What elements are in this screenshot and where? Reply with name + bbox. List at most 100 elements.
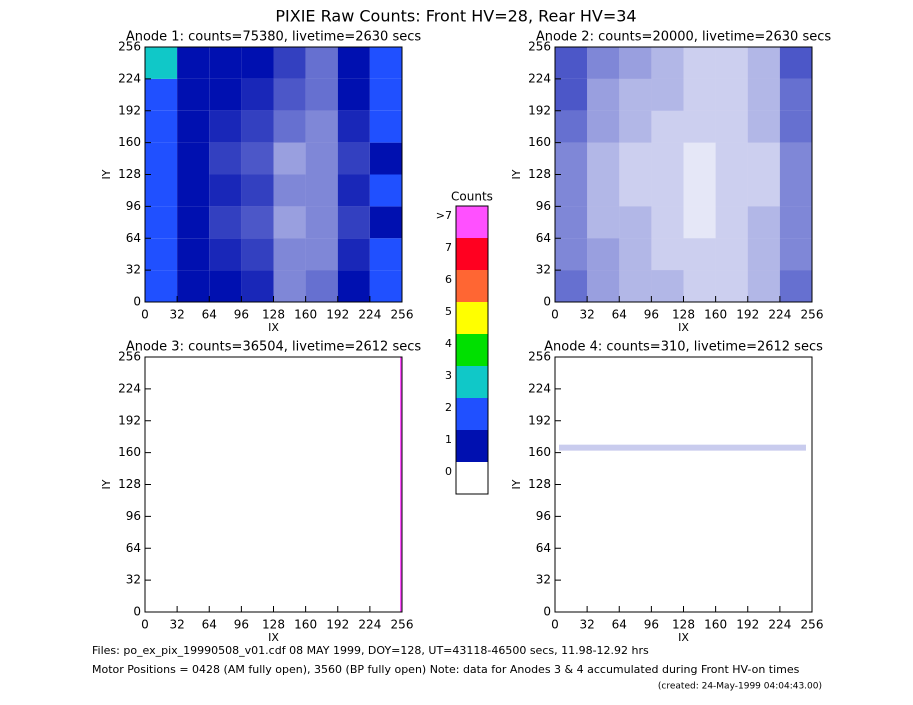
colorbar-label: 0 (445, 465, 452, 478)
heatmap-cell (619, 238, 652, 271)
heatmap-cell (177, 270, 210, 302)
heatmap-cell (587, 270, 620, 302)
y-tick-label: 128 (528, 167, 551, 181)
y-axis-label: IY (510, 169, 523, 179)
x-axis-label: IX (678, 631, 689, 644)
y-tick-label: 96 (126, 199, 141, 213)
heatmap-cell (555, 78, 588, 111)
panel-title: Anode 1: counts=75380, livetime=2630 sec… (126, 30, 422, 45)
heatmap-cell (369, 78, 402, 111)
heatmap-cell (305, 47, 338, 79)
heatmap-cell (555, 270, 588, 302)
y-tick-label: 64 (536, 541, 551, 555)
heatmap-cell (337, 142, 370, 175)
y-tick-label: 256 (118, 40, 141, 54)
heatmap-cell (559, 444, 806, 451)
heatmap-cell (683, 47, 716, 79)
heatmap-cell (399, 357, 402, 612)
heatmap-cell (273, 78, 306, 111)
heatmap-cell (273, 142, 306, 175)
heatmap-cell (337, 206, 370, 239)
heatmap-cell (555, 110, 588, 143)
colorbar-box (456, 270, 488, 302)
heatmap-cell (273, 238, 306, 271)
heatmap-cell (241, 47, 274, 79)
x-tick-label: 32 (169, 618, 184, 632)
heatmap-cell (715, 110, 748, 143)
heatmap-cell (305, 238, 338, 271)
heatmap-cell (337, 110, 370, 143)
heatmap-cell (683, 142, 716, 175)
x-tick-label: 192 (326, 308, 349, 322)
y-tick-label: 96 (536, 199, 551, 213)
heatmap-cell (209, 110, 242, 143)
panel-title: Anode 3: counts=36504, livetime=2612 sec… (126, 340, 422, 355)
heatmap-cell (806, 451, 812, 612)
x-tick-label: 192 (736, 308, 759, 322)
colorbar-label: 5 (445, 305, 452, 318)
heatmap-cell (779, 270, 812, 302)
heatmap-cell (273, 206, 306, 239)
panel-title: Anode 4: counts=310, livetime=2612 secs (544, 340, 823, 355)
heatmap-cell (779, 47, 812, 79)
x-tick-label: 0 (141, 308, 149, 322)
x-tick-label: 160 (704, 618, 727, 632)
y-tick-label: 128 (528, 477, 551, 491)
x-tick-label: 128 (672, 308, 695, 322)
heatmap-cell (145, 206, 178, 239)
heatmap-cell (587, 238, 620, 271)
heatmap-cell (209, 47, 242, 79)
y-tick-label: 192 (528, 103, 551, 117)
heatmap-cell (779, 174, 812, 207)
colorbar-box (456, 366, 488, 398)
heatmap-cell (209, 206, 242, 239)
heatmap-cell (241, 174, 274, 207)
colorbar-label: 1 (445, 433, 452, 446)
heatmap-cell (145, 78, 178, 111)
y-tick-label: 160 (118, 135, 141, 149)
heatmap-cell (683, 238, 716, 271)
heatmap-cell (747, 238, 780, 271)
heatmap-cell (806, 357, 812, 445)
heatmap-cell (559, 451, 806, 612)
x-tick-label: 0 (551, 618, 559, 632)
heatmap-cell (337, 78, 370, 111)
heatmap-cell (619, 110, 652, 143)
heatmap-cell (369, 47, 402, 79)
heatmap-cell (651, 47, 684, 79)
heatmap-cell (337, 270, 370, 302)
y-tick-label: 64 (536, 231, 551, 245)
y-tick-label: 96 (536, 509, 551, 523)
heatmap-cell (779, 142, 812, 175)
y-tick-label: 0 (133, 295, 141, 309)
heatmap-cell (587, 174, 620, 207)
heatmap-cell (177, 142, 210, 175)
heatmap-cell (747, 47, 780, 79)
heatmap-cell (587, 142, 620, 175)
heatmap-cell (555, 357, 559, 445)
heatmap-cell (337, 238, 370, 271)
heatmap-cell (305, 142, 338, 175)
heatmap-cell (683, 110, 716, 143)
x-axis-label: IX (268, 321, 279, 334)
heatmap-cell (555, 238, 588, 271)
heatmap-cell (209, 238, 242, 271)
y-tick-label: 32 (126, 573, 141, 587)
heatmap-cell (715, 78, 748, 111)
heatmap-cell (177, 78, 210, 111)
heatmap-cell (273, 47, 306, 79)
heatmap-cell (651, 174, 684, 207)
heatmap-cell (747, 78, 780, 111)
x-tick-label: 160 (704, 308, 727, 322)
y-tick-label: 224 (528, 381, 551, 395)
heatmap-cell (715, 174, 748, 207)
x-tick-label: 224 (358, 618, 381, 632)
heatmap-cell (747, 142, 780, 175)
heatmap-cell (747, 110, 780, 143)
heatmap-cell (145, 238, 178, 271)
heatmap-cell (241, 206, 274, 239)
heatmap-cell (177, 47, 210, 79)
footer-created: (created: 24-May-1999 04:04:43.00) (658, 682, 822, 692)
heatmap-cell (779, 78, 812, 111)
heatmap-cell (369, 142, 402, 175)
